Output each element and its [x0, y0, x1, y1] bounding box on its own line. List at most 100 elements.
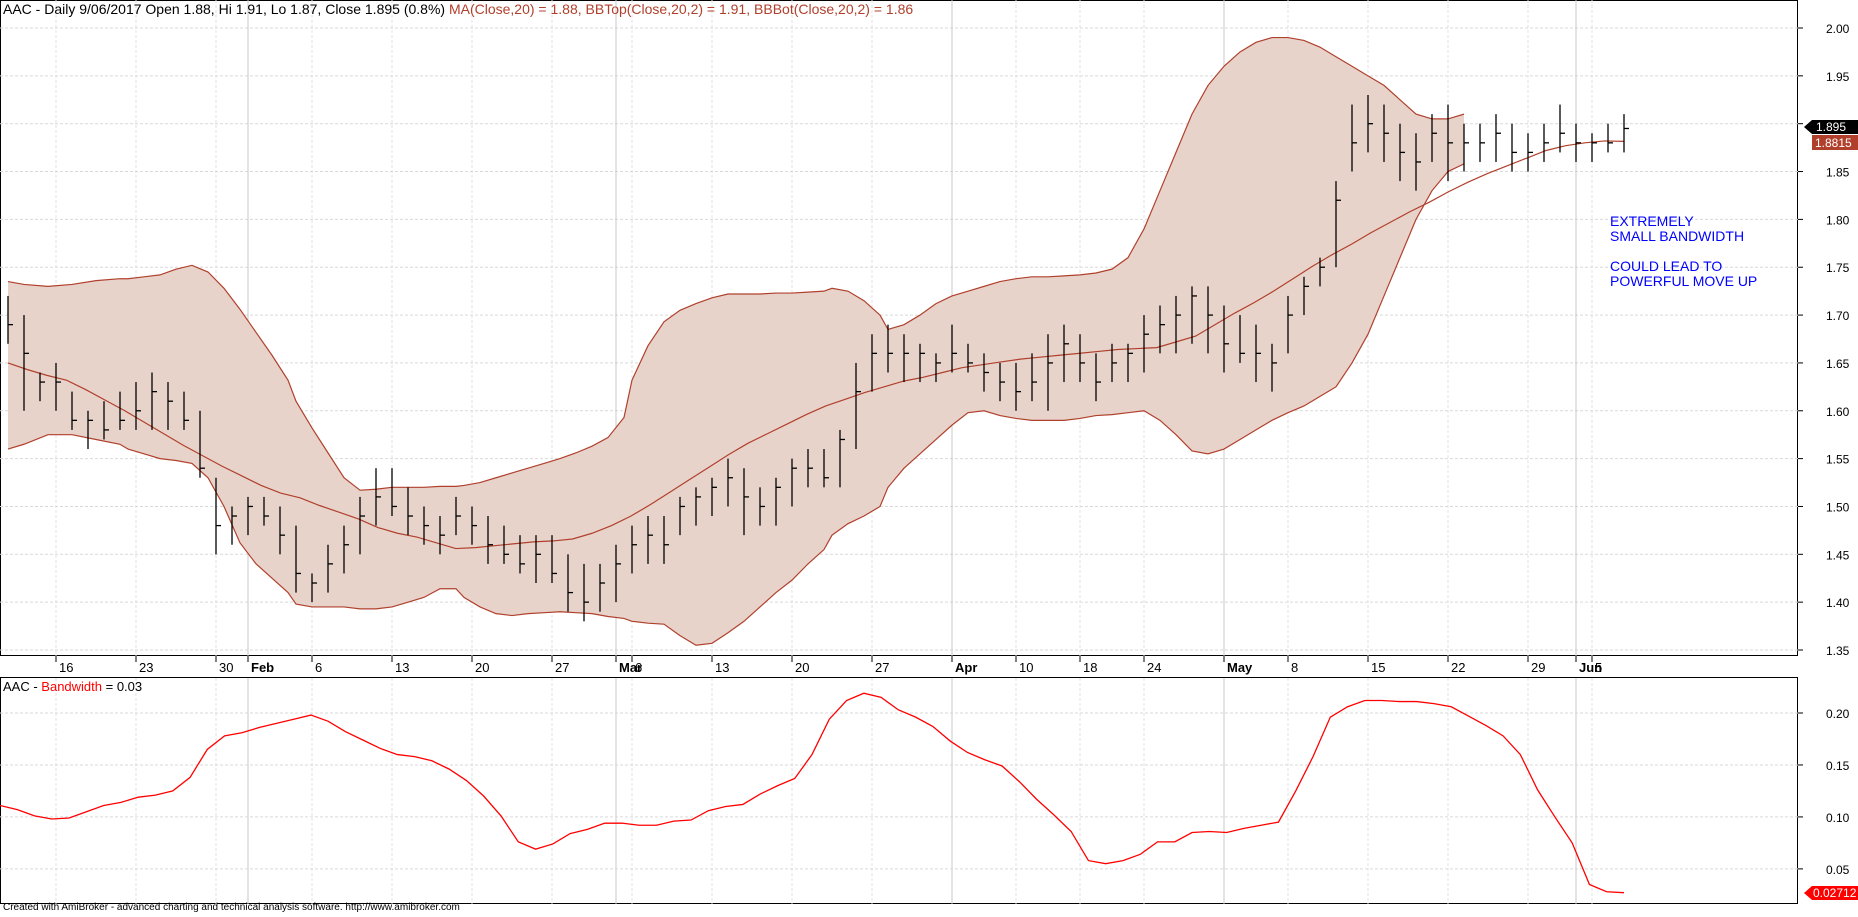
ohlc-bar: [967, 343, 973, 373]
x-tick-label: 29: [1531, 660, 1545, 675]
ohlc-bar: [951, 324, 957, 373]
ohlc-bar: [167, 382, 173, 430]
ohlc-bar: [279, 506, 285, 555]
ohlc-bar: [503, 525, 509, 564]
ohlc-bar: [1063, 324, 1069, 383]
y-tick-label: 1.95: [1826, 70, 1850, 84]
ohlc-bar: [199, 410, 205, 478]
ohlc-bar: [1143, 315, 1149, 373]
ohlc-bar: [87, 410, 93, 450]
ohlc-bar: [855, 362, 861, 450]
x-tick-label: 24: [1147, 660, 1161, 675]
ohlc-bar: [1415, 133, 1421, 191]
title-bbtop: BBTop(Close,20,2) = 1.91,: [586, 1, 755, 17]
y-tick-label: 1.50: [1826, 500, 1850, 514]
ohlc-bar: [1399, 123, 1405, 182]
title-bbbot: BBBot(Close,20,2) = 1.86: [754, 1, 913, 17]
ohlc-bar: [775, 477, 781, 526]
ohlc-bar: [919, 343, 925, 383]
y-tick-label: 1.55: [1826, 453, 1850, 467]
ohlc-bar: [119, 391, 125, 430]
indicator-value: = 0.03: [102, 679, 142, 694]
x-tick-label: Mar: [619, 660, 642, 675]
ohlc-bar: [695, 487, 701, 526]
y-tick-label: 1.35: [1826, 644, 1850, 658]
annotation-line-2: SMALL BANDWIDTH: [1610, 228, 1744, 244]
bandwidth-tag: 0.02712: [1804, 886, 1858, 900]
ohlc-bar: [439, 516, 445, 555]
y-tick-label: 1.80: [1826, 213, 1850, 227]
y-tick-label: 1.85: [1826, 166, 1850, 180]
x-tick-label: 5: [1595, 660, 1602, 675]
ohlc-bar: [743, 468, 749, 536]
ohlc-bar: [39, 372, 45, 402]
x-tick-label: 16: [59, 660, 73, 675]
x-tick-label: 27: [875, 660, 889, 675]
y-tick-label: 1.40: [1826, 596, 1850, 610]
ohlc-bar: [343, 525, 349, 574]
ma-line: [7, 140, 1625, 550]
annotation-line-1: EXTREMELY: [1610, 213, 1694, 229]
close-price-tag: 1.895: [1804, 120, 1858, 134]
ohlc-bar: [663, 516, 669, 564]
ohlc-bar: [935, 353, 941, 383]
y-tick-label-lower: 0.05: [1826, 863, 1850, 877]
title-symbol: AAC: [3, 1, 32, 17]
ohlc-bar: [1495, 114, 1501, 162]
ohlc-bar: [631, 525, 637, 574]
ohlc-bar: [359, 496, 365, 555]
ohlc-bar: [103, 401, 109, 440]
ohlc-bar: [247, 496, 253, 536]
ohlc-bar: [423, 506, 429, 545]
lower-pane-frame: [0, 677, 1798, 904]
x-tick-label: 23: [139, 660, 153, 675]
x-tick-label: 6: [315, 660, 322, 675]
ohlc-bar: [263, 496, 269, 526]
ohlc-bar: [711, 477, 717, 517]
footer-credit: Created with AmiBroker - advanced charti…: [3, 902, 460, 912]
ohlc-bar: [183, 391, 189, 430]
ohlc-bar: [1095, 353, 1101, 402]
ohlc-bar: [1159, 305, 1165, 354]
ohlc-bar: [887, 324, 893, 373]
ohlc-bar: [455, 496, 461, 536]
bollinger-band: [7, 36, 1625, 646]
ohlc-bar: [1367, 94, 1373, 153]
y-tick-label: 1.45: [1826, 548, 1850, 562]
ohlc-bar: [231, 506, 237, 545]
ohlc-bar: [583, 563, 589, 622]
ohlc-bar: [1383, 104, 1389, 162]
ohlc-bar: [215, 477, 221, 555]
ohlc-bar: [791, 458, 797, 507]
y-tick-label-lower: 0.20: [1826, 707, 1850, 721]
x-tick-label: 13: [395, 660, 409, 675]
x-tick-label: 13: [715, 660, 729, 675]
y-tick-label: 2.00: [1826, 22, 1850, 36]
x-tick-label: May: [1227, 660, 1253, 675]
ohlc-bar: [615, 544, 621, 603]
ohlc-bar: [1447, 104, 1453, 182]
ohlc-bar: [1127, 343, 1133, 383]
price-axis: 1.35 1.40 1.45 1.50 1.55 1.60 1.65 1.70 1.75 1.80…: [1798, 22, 1850, 658]
ohlc-bars: [7, 94, 1629, 622]
bb-top-line: [7, 36, 1465, 491]
ohlc-bar: [391, 468, 397, 517]
ohlc-bar: [311, 573, 317, 603]
ma-price-label: 1.8815: [1815, 136, 1852, 150]
ohlc-bar: [23, 315, 29, 411]
x-tick-label: 15: [1371, 660, 1385, 675]
x-tick-label: 27: [555, 660, 569, 675]
ohlc-bar: [1335, 181, 1341, 268]
ohlc-bar: [1351, 104, 1357, 172]
indicator-name: Bandwidth: [41, 679, 102, 694]
x-tick-label: Jun: [1579, 660, 1602, 675]
annotation-line-3: COULD LEAD TO: [1610, 258, 1722, 274]
ohlc-bar: [1207, 286, 1213, 354]
ohlc-bar: [1191, 286, 1197, 344]
ohlc-bar: [1463, 123, 1469, 172]
ohlc-bar: [151, 372, 157, 430]
ohlc-bar: [7, 295, 13, 344]
indicator-title: AAC - Bandwidth = 0.03: [3, 679, 142, 694]
